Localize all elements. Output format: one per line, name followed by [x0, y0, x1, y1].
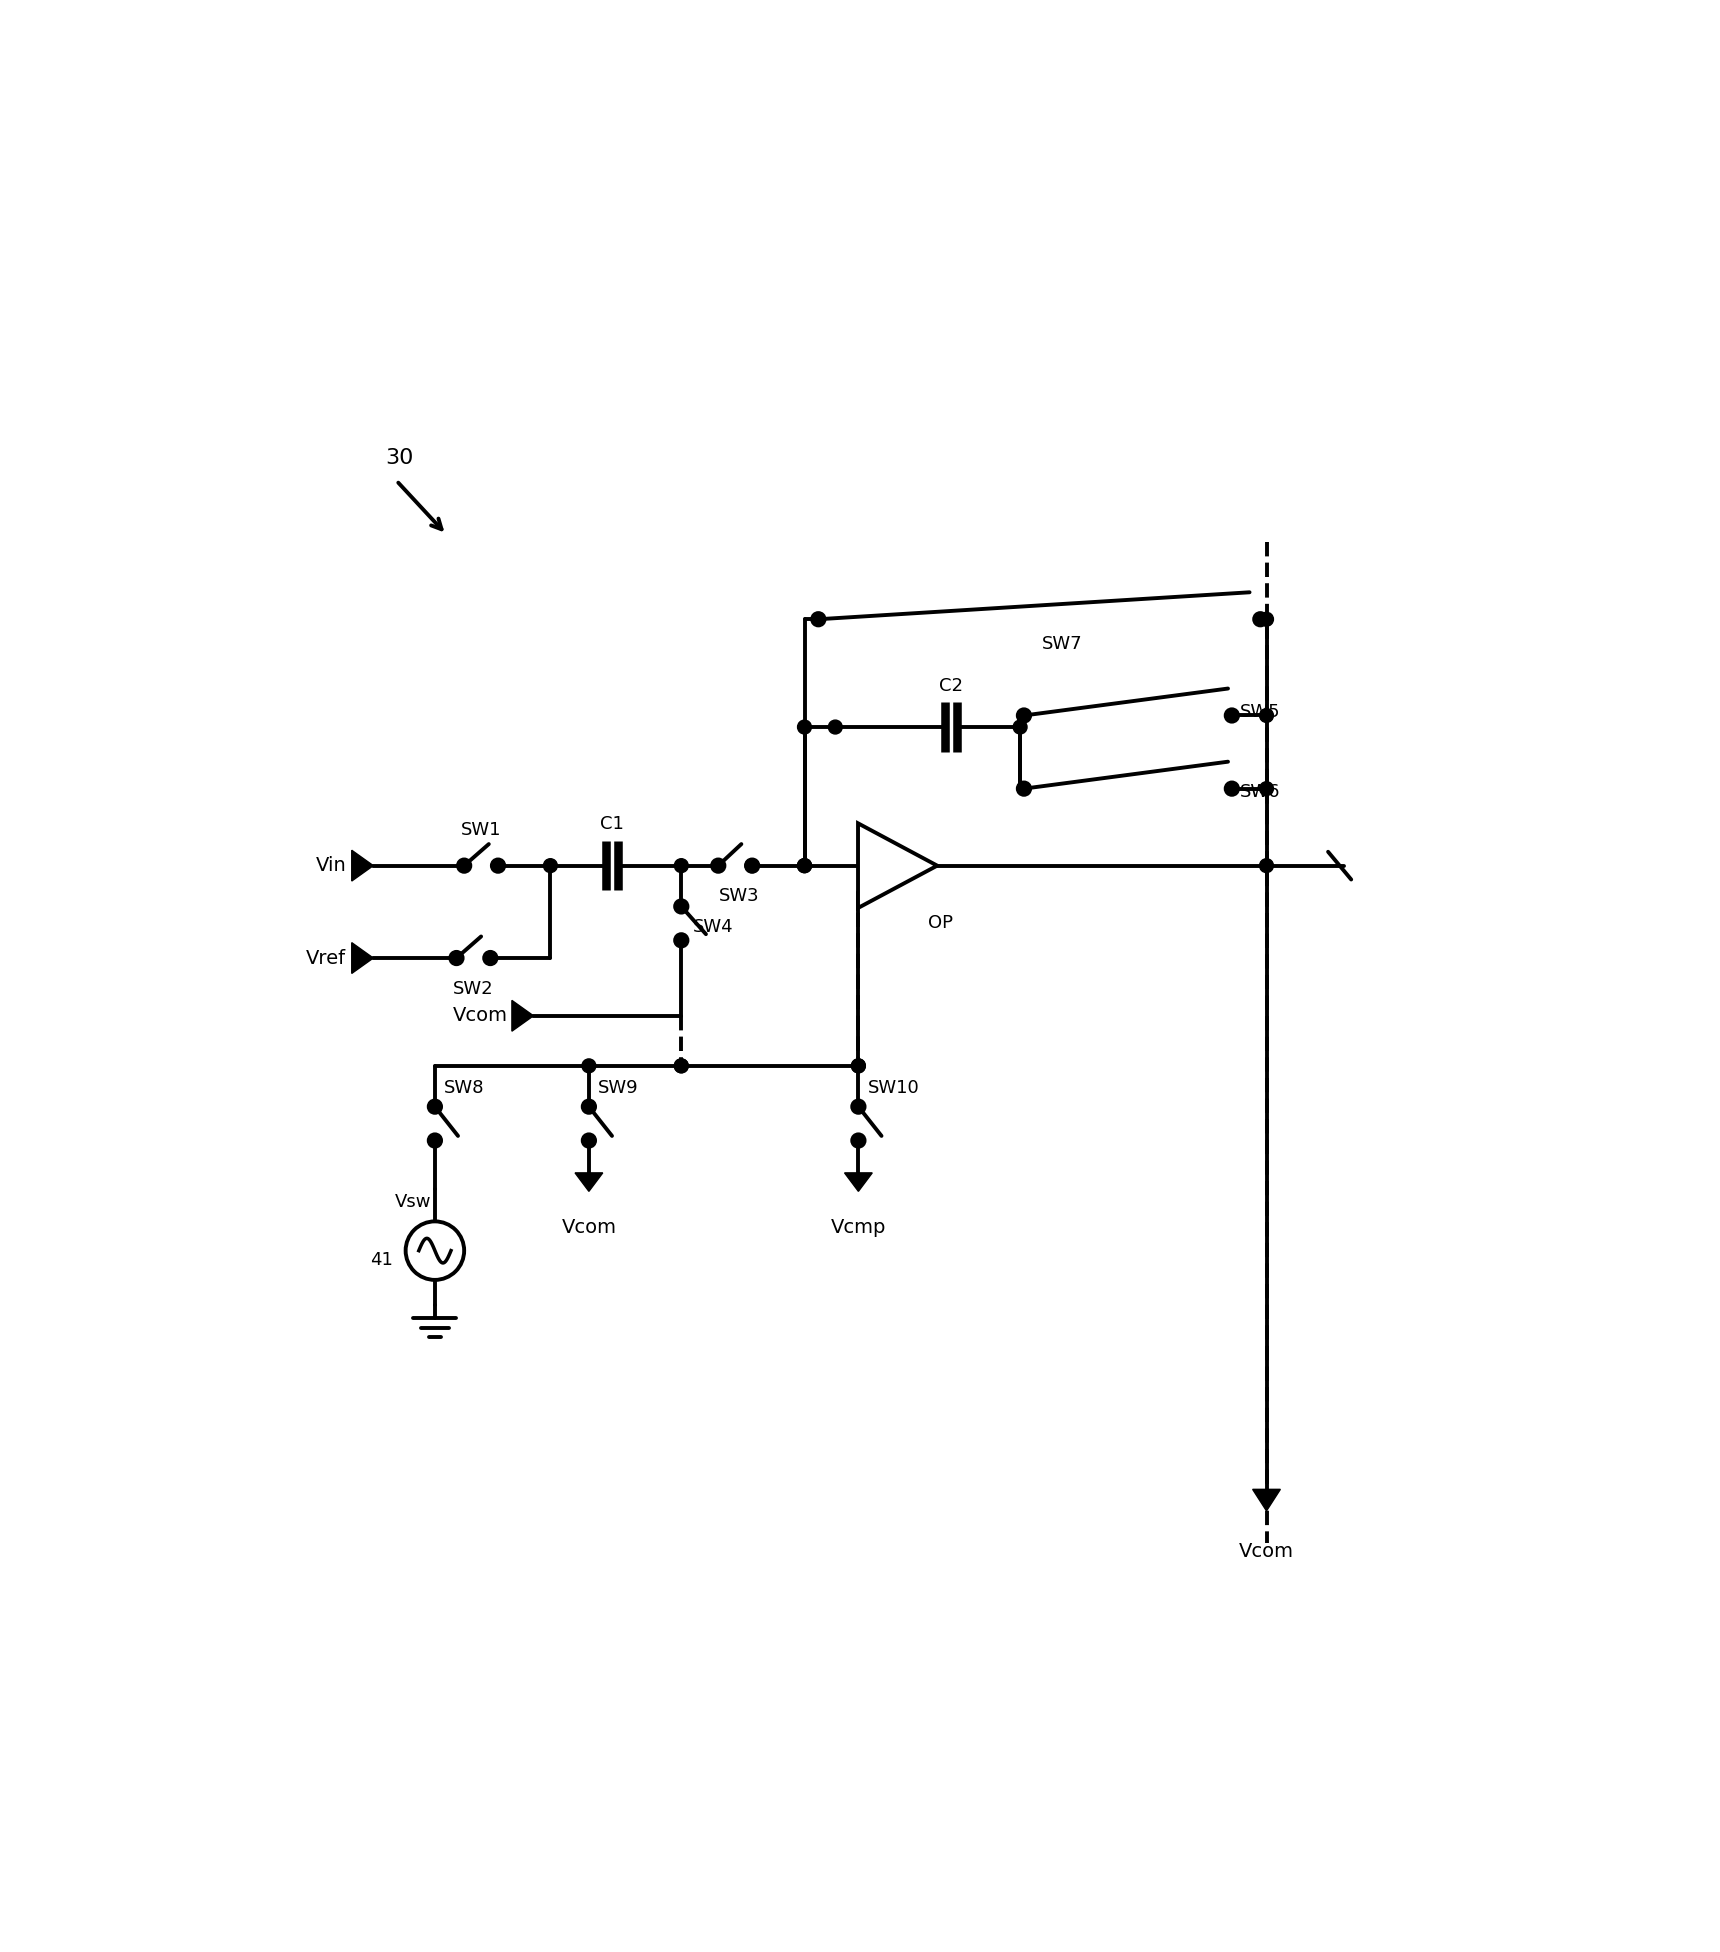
Circle shape — [428, 1134, 440, 1146]
Circle shape — [451, 953, 463, 964]
Text: Vcom: Vcom — [561, 1218, 616, 1236]
Circle shape — [712, 859, 724, 873]
Circle shape — [676, 935, 688, 947]
Polygon shape — [1252, 1489, 1280, 1511]
Circle shape — [851, 1058, 865, 1074]
Polygon shape — [353, 851, 373, 880]
Circle shape — [674, 859, 688, 873]
Circle shape — [583, 1101, 595, 1113]
Circle shape — [1226, 709, 1238, 722]
Text: SW7: SW7 — [1042, 634, 1084, 652]
Circle shape — [1226, 783, 1238, 794]
Text: -: - — [867, 837, 877, 861]
Circle shape — [851, 1101, 865, 1113]
Circle shape — [676, 900, 688, 914]
Polygon shape — [353, 943, 373, 974]
Circle shape — [829, 720, 843, 734]
Circle shape — [1018, 783, 1030, 794]
Circle shape — [581, 1058, 595, 1074]
Circle shape — [492, 859, 504, 873]
Text: SW5: SW5 — [1240, 703, 1280, 720]
Text: 41: 41 — [370, 1251, 392, 1269]
Circle shape — [1018, 709, 1030, 722]
Circle shape — [745, 859, 759, 873]
Circle shape — [798, 720, 812, 734]
Text: OP: OP — [927, 914, 953, 933]
Circle shape — [458, 859, 470, 873]
Text: 30: 30 — [385, 447, 413, 468]
Circle shape — [583, 1134, 595, 1146]
Circle shape — [798, 859, 812, 873]
Text: Vcmp: Vcmp — [831, 1218, 886, 1236]
Text: SW2: SW2 — [452, 980, 494, 997]
Text: C1: C1 — [600, 816, 624, 834]
Text: Vref: Vref — [306, 949, 346, 968]
Circle shape — [1013, 720, 1027, 734]
Circle shape — [674, 1058, 688, 1074]
Text: Vcom: Vcom — [1238, 1542, 1293, 1562]
Circle shape — [851, 1058, 865, 1074]
Text: SW3: SW3 — [719, 888, 759, 906]
Circle shape — [428, 1101, 440, 1113]
Text: SW10: SW10 — [867, 1079, 920, 1097]
Circle shape — [1259, 613, 1273, 627]
Text: SW8: SW8 — [444, 1079, 485, 1097]
Polygon shape — [513, 999, 533, 1031]
Circle shape — [1259, 709, 1273, 722]
Text: +: + — [862, 871, 882, 894]
Text: Vcom: Vcom — [452, 1007, 507, 1025]
Circle shape — [674, 1058, 688, 1074]
Polygon shape — [845, 1173, 872, 1191]
Circle shape — [485, 953, 497, 964]
Circle shape — [746, 859, 759, 873]
Text: Vin: Vin — [315, 857, 346, 874]
Circle shape — [1259, 781, 1273, 796]
Text: Vsw: Vsw — [394, 1193, 432, 1210]
Circle shape — [1259, 859, 1273, 873]
Circle shape — [812, 613, 824, 625]
Polygon shape — [858, 824, 937, 908]
Text: SW4: SW4 — [693, 917, 733, 937]
Text: C2: C2 — [939, 677, 963, 695]
Circle shape — [798, 859, 812, 873]
Text: SW9: SW9 — [599, 1079, 638, 1097]
Text: SW1: SW1 — [461, 820, 501, 839]
Circle shape — [1254, 613, 1266, 625]
Text: SW6: SW6 — [1240, 783, 1280, 802]
Circle shape — [798, 859, 812, 873]
Circle shape — [544, 859, 557, 873]
Circle shape — [851, 1134, 865, 1146]
Polygon shape — [574, 1173, 602, 1191]
